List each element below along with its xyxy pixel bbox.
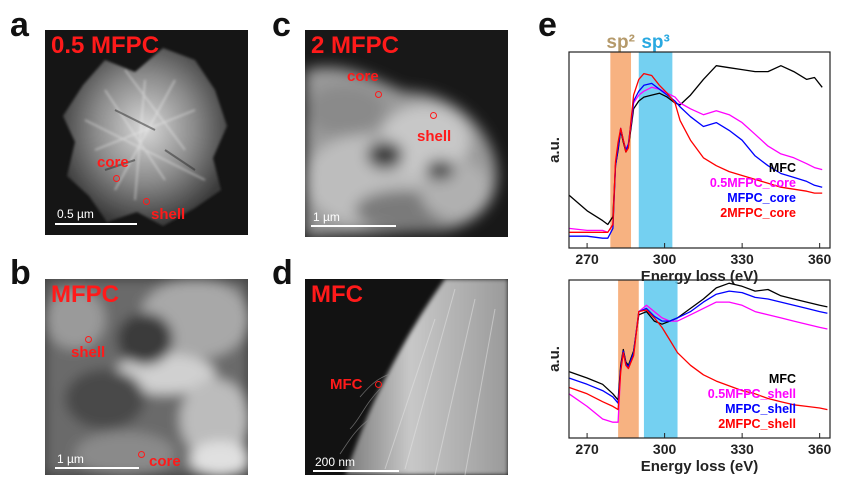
band-1 bbox=[643, 280, 678, 438]
y-axis-label: a.u. bbox=[546, 346, 563, 372]
panel-b-core-marker bbox=[138, 451, 145, 458]
panel-d-title: MFC bbox=[311, 281, 363, 308]
panel-letter-b: b bbox=[10, 254, 31, 292]
x-tick-label: 360 bbox=[808, 441, 832, 457]
micrograph-b-image bbox=[45, 279, 248, 475]
panel-c-title: 2 MFPC bbox=[311, 32, 400, 59]
legend-entry-0: MFC bbox=[769, 161, 796, 175]
legend-entry-2: MFPC_shell bbox=[725, 402, 796, 416]
x-tick-label: 300 bbox=[653, 441, 677, 457]
legend-entry-1: 0.5MFPC_core bbox=[710, 176, 796, 190]
x-tick-label: 360 bbox=[808, 251, 832, 267]
micrograph-a: 0.5 MFPC core shell 0.5 µm bbox=[45, 30, 248, 235]
plot-frame bbox=[568, 279, 831, 439]
panel-a-scale-label: 0.5 µm bbox=[57, 207, 94, 221]
panel-d-scale-bar bbox=[313, 470, 399, 472]
micrograph-d-image bbox=[339, 279, 508, 475]
panel-letter-d: d bbox=[272, 254, 293, 292]
panel-c-shell-marker bbox=[430, 112, 437, 119]
panel-c-shell-label: shell bbox=[417, 128, 452, 145]
panel-a-core-label: core bbox=[97, 154, 129, 171]
panel-d-scale-label: 200 nm bbox=[315, 455, 356, 469]
x-tick-label: 270 bbox=[575, 251, 599, 267]
x-tick-label: 270 bbox=[575, 441, 599, 457]
panel-c-scale-bar bbox=[311, 225, 396, 227]
band-0 bbox=[610, 52, 632, 248]
panel-c-core-label: core bbox=[347, 68, 379, 85]
band-label-0: sp² bbox=[606, 32, 635, 53]
micrograph-c-image bbox=[305, 67, 497, 237]
micrograph-c: 2 MFPC core shell 1 µm bbox=[305, 30, 508, 237]
panel-d-marker bbox=[375, 381, 382, 388]
panel-b-shell-marker bbox=[85, 336, 92, 343]
series-line-3 bbox=[568, 309, 828, 411]
legend-entry-3: 2MFPC_shell bbox=[718, 417, 796, 431]
panel-letter-c: c bbox=[272, 6, 291, 44]
micrograph-d: MFC MFC 200 nm bbox=[305, 279, 508, 475]
legend-entry-1: 0.5MFPC_shell bbox=[708, 387, 796, 401]
x-tick-label: 300 bbox=[653, 251, 677, 267]
panel-a-scale-bar bbox=[55, 223, 137, 225]
panel-b-shell-label: shell bbox=[71, 344, 106, 361]
y-axis-label: a.u. bbox=[546, 137, 563, 163]
panel-a-shell-label: shell bbox=[151, 206, 186, 223]
panel-letter-a: a bbox=[10, 6, 29, 44]
x-axis-label: Energy loss (eV) bbox=[641, 458, 759, 475]
panel-b-scale-bar bbox=[55, 467, 139, 469]
series-line-3 bbox=[569, 72, 823, 233]
panel-c-scale-label: 1 µm bbox=[313, 210, 340, 224]
panel-a-shell-marker bbox=[143, 198, 150, 205]
panel-c-core-marker bbox=[375, 91, 382, 98]
legend-entry-2: MFPC_core bbox=[727, 191, 796, 205]
micrograph-b: MFPC shell core 1 µm bbox=[45, 279, 248, 475]
x-tick-label: 330 bbox=[730, 441, 754, 457]
panel-a-title: 0.5 MFPC bbox=[51, 32, 160, 59]
panel-letter-e: e bbox=[538, 6, 557, 44]
band-label-1: sp³ bbox=[641, 32, 670, 53]
legend-entry-0: MFC bbox=[769, 372, 796, 386]
plot-frame bbox=[568, 51, 831, 249]
micrograph-a-image bbox=[63, 48, 227, 226]
x-tick-label: 330 bbox=[730, 251, 754, 267]
legend-entry-3: 2MFPC_core bbox=[720, 206, 796, 220]
panel-a-core-marker bbox=[113, 175, 120, 182]
panel-d-marker-label: MFC bbox=[330, 376, 363, 393]
panel-b-scale-label: 1 µm bbox=[57, 452, 84, 466]
band-0 bbox=[618, 280, 639, 438]
eels-chart-shell: 270 300 330 360 Energy loss (eV) a.u. MFC0.5MF… bbox=[546, 279, 832, 475]
panel-b-title: MFPC bbox=[51, 281, 119, 308]
panel-b-core-label: core bbox=[149, 453, 181, 470]
